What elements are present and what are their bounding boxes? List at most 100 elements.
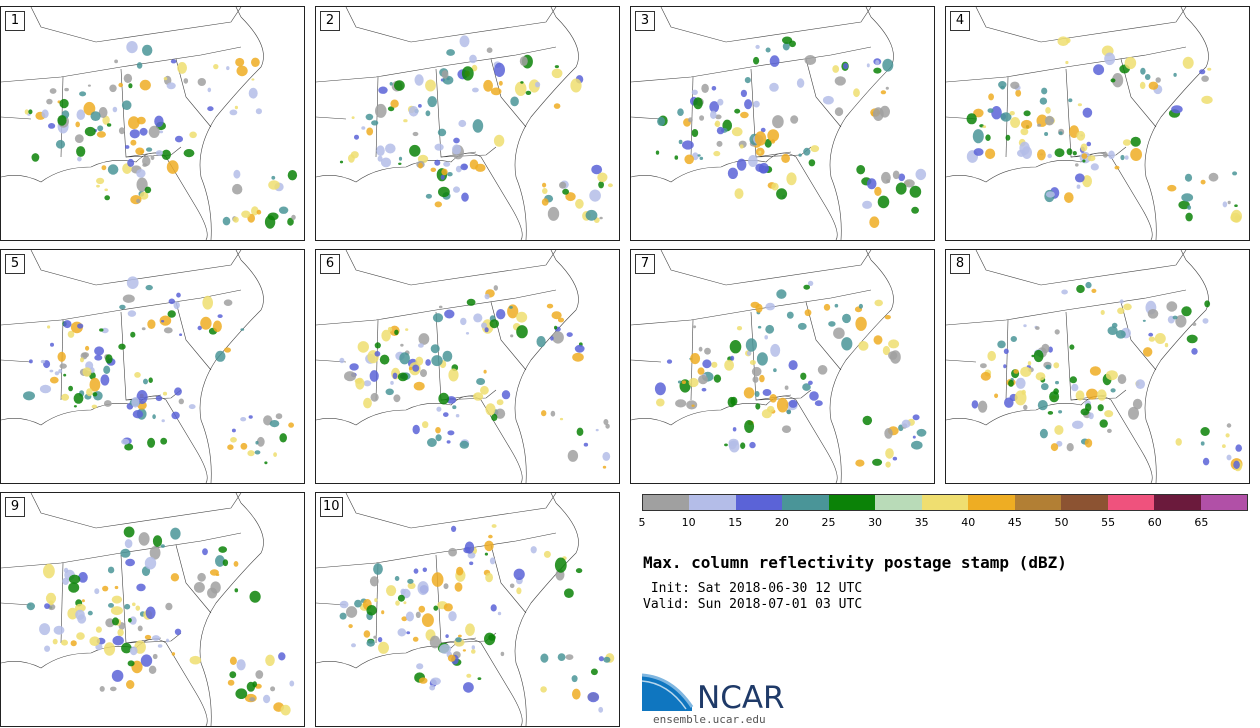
member-number-label: 9 (5, 497, 25, 517)
storm-cell (377, 637, 383, 643)
storm-cell (758, 150, 762, 154)
storm-cell (797, 322, 807, 330)
storm-cell (139, 127, 148, 136)
storm-cell (440, 174, 445, 180)
storm-cell (162, 391, 168, 396)
storm-cell (1023, 324, 1027, 328)
storm-cell (94, 346, 105, 356)
storm-cell (68, 582, 80, 593)
storm-cell (885, 461, 891, 468)
storm-cell (170, 527, 181, 540)
storm-cell (516, 311, 528, 323)
storm-cell (566, 332, 573, 337)
storm-cell (278, 652, 286, 661)
storm-cell (674, 155, 679, 160)
storm-cell (234, 105, 238, 110)
storm-cell (753, 100, 760, 108)
storm-cell (510, 96, 519, 107)
storm-cell (128, 116, 140, 130)
storm-cell (454, 582, 463, 592)
storm-cell (1122, 139, 1131, 146)
storm-cell (417, 581, 429, 596)
storm-cell (1200, 179, 1206, 185)
colorbar-tick-label: 10 (681, 516, 696, 529)
colorbar-segment (1200, 495, 1248, 510)
storm-cell (141, 327, 146, 331)
storm-cell (743, 387, 755, 399)
storm-cell (469, 159, 479, 170)
storm-cell (716, 140, 723, 147)
storm-cell (1232, 171, 1238, 176)
colorbar-tick-label: 55 (1101, 516, 1116, 529)
storm-cell (99, 686, 105, 692)
storm-cell (657, 116, 666, 126)
storm-cell (246, 681, 256, 692)
storm-cell (1148, 332, 1154, 337)
boundary-line (946, 289, 1187, 326)
storm-cell (1235, 444, 1242, 452)
storm-cell (163, 77, 168, 81)
storm-cell (418, 104, 422, 108)
storm-cell (45, 592, 57, 604)
storm-cell (489, 319, 499, 329)
storm-cell (790, 115, 799, 124)
storm-cell (486, 47, 493, 53)
storm-cell (127, 310, 137, 317)
storm-cell (251, 57, 260, 67)
storm-cell (557, 653, 566, 661)
storm-cell (1037, 123, 1042, 127)
storm-cell (95, 626, 102, 633)
storm-cell (1173, 72, 1177, 77)
storm-cell (100, 374, 110, 386)
storm-cell (109, 84, 117, 93)
storm-cell (413, 381, 425, 391)
boundary-line (550, 7, 557, 18)
storm-cell (734, 108, 741, 114)
storm-cell (576, 427, 584, 436)
storm-cell (530, 546, 537, 554)
storm-cell (240, 442, 248, 450)
storm-cell (1167, 184, 1177, 192)
storm-cell (740, 442, 746, 449)
storm-cell (361, 126, 366, 130)
boundary-line (435, 68, 477, 158)
boundary-line (316, 395, 523, 483)
colorbar-tick-label: 25 (821, 516, 836, 529)
storm-cell (102, 115, 110, 125)
storm-cell (357, 341, 369, 353)
storm-cell (54, 371, 60, 376)
storm-cell (452, 144, 461, 155)
storm-cell (755, 44, 760, 49)
storm-cell (443, 583, 449, 590)
storm-cell (443, 603, 453, 612)
storm-cell (279, 433, 288, 443)
storm-cell (366, 127, 374, 136)
boundary-line (316, 46, 557, 83)
storm-cell (484, 327, 489, 333)
storm-cell (124, 443, 134, 451)
storm-cell (59, 363, 67, 369)
storm-cell (124, 539, 133, 549)
storm-cell (389, 82, 393, 86)
storm-cell (1123, 303, 1132, 311)
storm-cell (1084, 438, 1093, 448)
storm-cell (82, 352, 89, 358)
storm-cell (572, 352, 584, 362)
storm-cell (496, 399, 504, 406)
storm-cell (380, 157, 392, 168)
colorbar-segment (828, 495, 876, 510)
storm-cell (688, 377, 699, 388)
storm-cell (888, 351, 898, 360)
storm-cell (144, 634, 152, 640)
storm-cell (441, 168, 448, 176)
storm-cell (127, 158, 135, 167)
storm-cell (445, 634, 449, 638)
boundary-line (550, 250, 557, 261)
ensemble-member-panel: 10 (315, 492, 620, 727)
storm-cell (1076, 284, 1085, 294)
storm-cell (136, 198, 141, 204)
storm-cell (366, 605, 377, 616)
storm-cell (1148, 81, 1159, 90)
storm-cell (374, 342, 381, 349)
storm-cell (215, 350, 226, 362)
